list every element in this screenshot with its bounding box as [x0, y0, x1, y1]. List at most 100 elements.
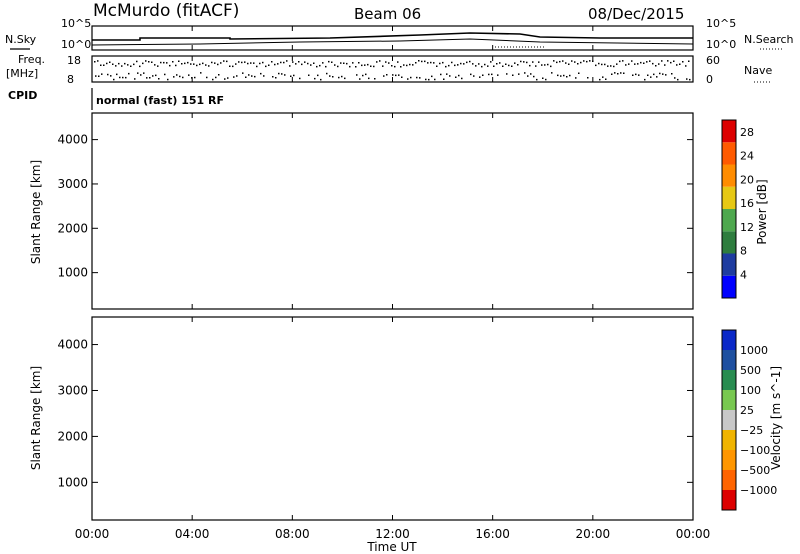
freq-dot	[640, 61, 642, 64]
nave-dot	[242, 72, 244, 74]
freq-dot	[121, 65, 123, 67]
freq-dot	[154, 64, 156, 66]
nave-dot	[545, 78, 547, 81]
freq-dot	[586, 60, 588, 63]
freq-dot	[190, 63, 192, 65]
nave-dot	[179, 75, 181, 78]
freq-dot	[439, 62, 441, 65]
nave-dot	[329, 75, 331, 77]
freq-dot	[499, 62, 501, 64]
freq-dot	[652, 62, 654, 65]
nave-dot	[674, 77, 676, 79]
freq-dot	[577, 63, 579, 65]
colorbar-tick-label: 8	[740, 245, 747, 258]
freq-dot	[523, 61, 525, 63]
freq-dot	[268, 64, 270, 66]
freq-dot	[148, 61, 150, 63]
nave-dot	[569, 74, 571, 77]
freq-dot	[589, 60, 591, 62]
freq-dot	[466, 61, 468, 64]
freq-dot	[625, 64, 627, 66]
freq-dot	[424, 60, 426, 63]
freq-dot	[433, 62, 435, 64]
freq-dot	[673, 60, 675, 62]
freq-dot	[565, 62, 567, 64]
freq-dot	[430, 61, 432, 64]
freq-dot	[109, 61, 111, 63]
freq-dot	[187, 61, 189, 64]
freq-dot	[505, 63, 507, 65]
nave-dot	[482, 74, 484, 76]
beam-title: Beam 06	[354, 5, 421, 23]
nave-dot	[665, 74, 667, 76]
freq-dot	[289, 65, 291, 67]
nave-dot	[425, 78, 427, 81]
freq-dot	[232, 65, 234, 68]
nave-dot	[182, 76, 184, 79]
y-tick-label: 3000	[57, 177, 88, 191]
nave-dot	[320, 78, 322, 81]
freq-dot	[469, 60, 471, 63]
power-colorbar: 4 8 12 16 20 24 28	[721, 119, 754, 299]
nave-dot	[368, 77, 370, 80]
freq-dot	[373, 65, 375, 68]
freq-dot	[256, 65, 258, 68]
nave-dot	[623, 72, 625, 74]
colorbar-swatch	[722, 231, 736, 254]
freq-dot	[364, 64, 366, 66]
freq-dot	[679, 63, 681, 65]
freq-dot	[331, 61, 333, 63]
freq-dot	[532, 61, 534, 63]
power-colorbar-label: Power [dB]	[755, 179, 769, 244]
freq-dot	[472, 63, 474, 65]
y-tick-label: 2000	[57, 221, 88, 235]
freq-dot	[286, 60, 288, 62]
nave-label: Nave	[744, 64, 772, 77]
freq-dot	[103, 64, 105, 66]
nave-dot	[671, 73, 673, 75]
nave-dot	[653, 73, 655, 76]
freq-dot	[271, 61, 273, 63]
nave-dot	[656, 76, 658, 78]
freq-dot	[688, 60, 690, 62]
nave-dot	[218, 74, 220, 76]
nave-dot	[215, 76, 217, 79]
nave-dot	[587, 77, 589, 79]
freq-dot	[634, 63, 636, 65]
freq-dot	[559, 60, 561, 63]
nave-dot	[134, 78, 136, 80]
freq-dot	[628, 63, 630, 65]
freq-dot	[445, 65, 447, 68]
freq-dot	[526, 61, 528, 64]
freq-dot	[169, 64, 171, 67]
freq-dot	[457, 64, 459, 66]
nave-dot	[524, 72, 526, 74]
nave-tick-low: 0	[706, 73, 713, 86]
nave-dot	[677, 78, 679, 81]
nave-dot	[341, 75, 343, 78]
nave-dot	[446, 73, 448, 75]
freq-dot	[322, 62, 324, 64]
colorbar-swatch	[722, 142, 736, 165]
freq-dot	[352, 62, 354, 64]
cpid-panel: normal (fast) 151 RF CPID	[8, 88, 224, 110]
freq-dot	[607, 65, 609, 67]
freq-dot	[517, 64, 519, 66]
nave-dot	[158, 78, 160, 80]
nave-dot	[107, 73, 109, 76]
freq-dot	[616, 63, 618, 65]
nave-dot	[293, 74, 295, 77]
nave-dot	[632, 74, 634, 76]
freq-dot	[541, 64, 543, 66]
freq-dot	[202, 62, 204, 65]
freq-dot	[196, 64, 198, 67]
nsky-trace	[92, 32, 693, 41]
freq-dot	[553, 60, 555, 62]
freq-dot	[142, 62, 144, 65]
nave-dot	[599, 78, 601, 81]
nave-dot	[344, 77, 346, 80]
freq-dot	[667, 60, 669, 62]
freq-dot	[133, 63, 135, 66]
freq-dot	[184, 62, 186, 65]
